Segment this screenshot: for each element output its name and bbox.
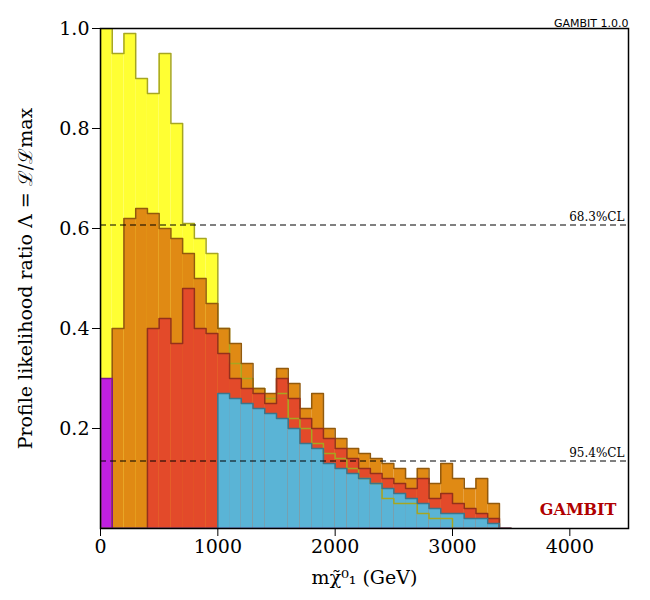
svg-text:0.8: 0.8	[59, 117, 89, 139]
svg-text:GAMBIT: GAMBIT	[540, 500, 617, 519]
svg-text:2000: 2000	[311, 535, 359, 557]
svg-text:0.6: 0.6	[59, 217, 89, 239]
svg-text:GAMBIT 1.0.0: GAMBIT 1.0.0	[554, 17, 629, 31]
svg-text:95.4%CL: 95.4%CL	[569, 446, 624, 460]
svg-text:1000: 1000	[194, 535, 242, 557]
svg-text:4000: 4000	[546, 535, 594, 557]
svg-text:0.2: 0.2	[59, 417, 89, 439]
svg-text:0: 0	[94, 535, 106, 557]
svg-text:1.0: 1.0	[59, 17, 89, 39]
svg-text:0.4: 0.4	[59, 317, 89, 339]
svg-text:Profile likelihood ratio Λ = ℒ: Profile likelihood ratio Λ = ℒ/ℒmax	[14, 107, 36, 449]
svg-text:3000: 3000	[428, 535, 476, 557]
svg-text:68.3%CL: 68.3%CL	[569, 210, 624, 224]
svg-text:mχ̃⁰₁ (GeV): mχ̃⁰₁ (GeV)	[312, 566, 418, 588]
